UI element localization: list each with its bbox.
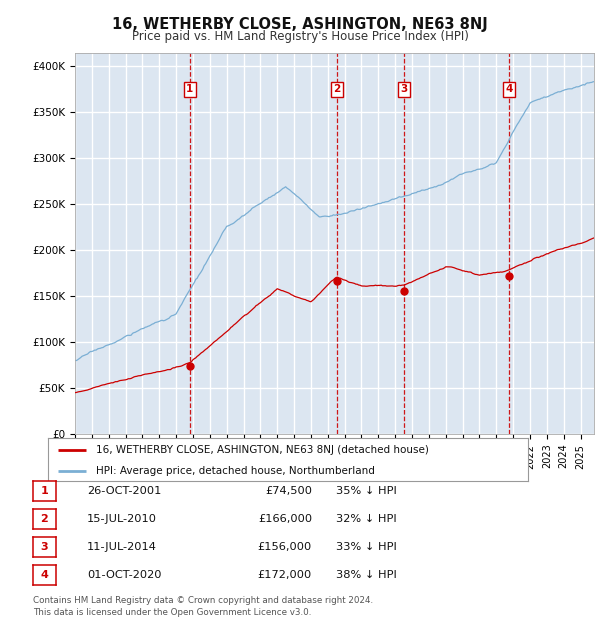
Text: 2: 2 xyxy=(333,84,340,94)
Text: £172,000: £172,000 xyxy=(258,570,312,580)
Text: 3: 3 xyxy=(400,84,407,94)
Text: 4: 4 xyxy=(505,84,512,94)
Text: 16, WETHERBY CLOSE, ASHINGTON, NE63 8NJ: 16, WETHERBY CLOSE, ASHINGTON, NE63 8NJ xyxy=(112,17,488,32)
Text: 26-OCT-2001: 26-OCT-2001 xyxy=(87,486,161,496)
Text: 15-JUL-2010: 15-JUL-2010 xyxy=(87,514,157,524)
Text: 35% ↓ HPI: 35% ↓ HPI xyxy=(336,486,397,496)
Text: 11-JUL-2014: 11-JUL-2014 xyxy=(87,542,157,552)
Text: 01-OCT-2020: 01-OCT-2020 xyxy=(87,570,161,580)
Text: 38% ↓ HPI: 38% ↓ HPI xyxy=(336,570,397,580)
Text: Contains HM Land Registry data © Crown copyright and database right 2024.
This d: Contains HM Land Registry data © Crown c… xyxy=(33,596,373,617)
Text: 33% ↓ HPI: 33% ↓ HPI xyxy=(336,542,397,552)
Text: HPI: Average price, detached house, Northumberland: HPI: Average price, detached house, Nort… xyxy=(96,466,375,476)
Text: £156,000: £156,000 xyxy=(258,542,312,552)
Text: Price paid vs. HM Land Registry's House Price Index (HPI): Price paid vs. HM Land Registry's House … xyxy=(131,30,469,43)
Text: 1: 1 xyxy=(186,84,194,94)
Text: £74,500: £74,500 xyxy=(265,486,312,496)
Text: 2: 2 xyxy=(41,514,48,524)
Text: £166,000: £166,000 xyxy=(258,514,312,524)
Text: 1: 1 xyxy=(41,486,48,496)
Text: 16, WETHERBY CLOSE, ASHINGTON, NE63 8NJ (detached house): 16, WETHERBY CLOSE, ASHINGTON, NE63 8NJ … xyxy=(96,445,429,454)
Text: 4: 4 xyxy=(40,570,49,580)
Text: 3: 3 xyxy=(41,542,48,552)
Text: 32% ↓ HPI: 32% ↓ HPI xyxy=(336,514,397,524)
